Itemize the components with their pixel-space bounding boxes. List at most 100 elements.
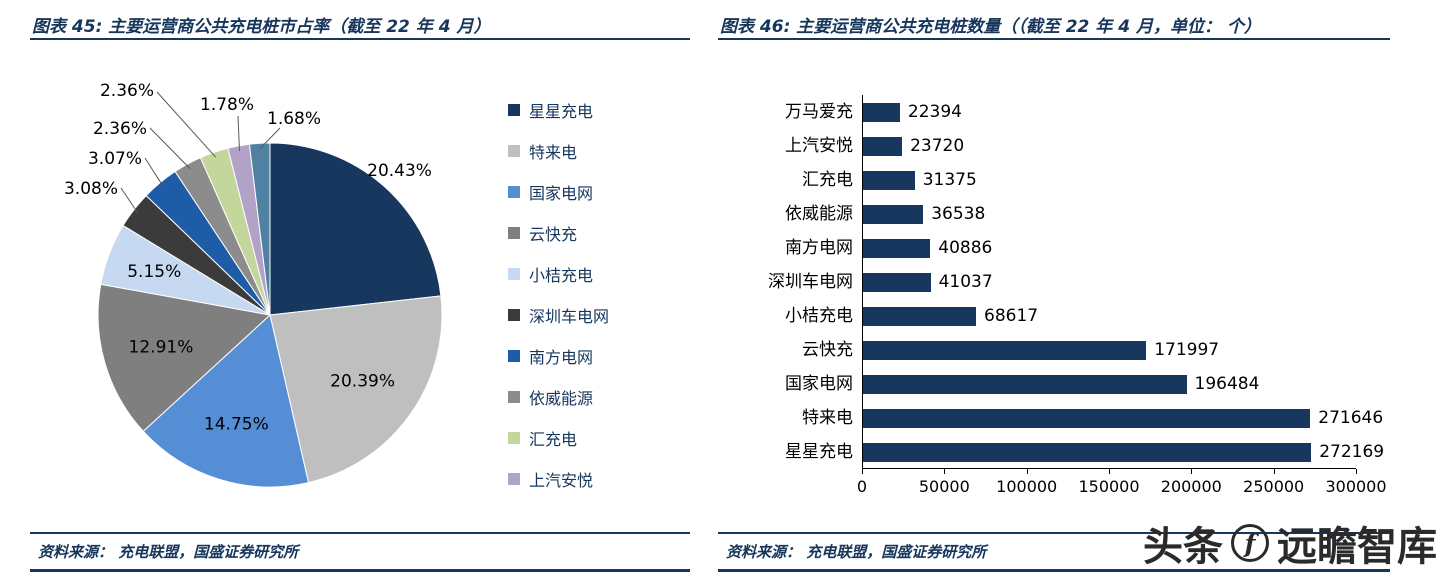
leader-line xyxy=(156,91,217,158)
bar xyxy=(863,272,931,292)
pie-slice-label: 12.91% xyxy=(129,338,194,358)
legend-swatch xyxy=(508,350,520,362)
x-axis-tick-label: 200000 xyxy=(1160,477,1222,496)
right-figure-title: 图表 46: 主要运营商公共充电桩数量（（截至 22 年 4 月，单位： 个） xyxy=(718,8,1390,40)
pie-slice xyxy=(269,142,442,316)
pie-chart: 20.43% 20.39% 14.75% 12.91% 5.15% 3.08% 3.07% 2… xyxy=(64,81,443,488)
legend-item: 国家电网 xyxy=(508,182,609,203)
bar xyxy=(863,170,915,190)
axis-tick xyxy=(862,469,863,474)
bar-category-axis: 万马爱充 上汽安悦 汇充电 依威能源 南方电网 深圳车电网 小桔充电 云快充 国家电网 特来电 星星… xyxy=(718,95,862,469)
pie-slice xyxy=(142,314,310,488)
legend-label: 南方电网 xyxy=(529,348,594,367)
pie-legend: 星星充电 特来电 国家电网 云快充 小桔充电 深圳车电网 南方电网 依威能源 汇充电 上汽安悦 xyxy=(508,100,609,510)
bar-value-label: 40886 xyxy=(938,238,993,258)
bar-value-label: 68617 xyxy=(984,306,1039,326)
x-axis-tick-label: 50000 xyxy=(918,477,970,496)
bar-category-label: 星星充电 xyxy=(785,442,853,462)
pie-slice-label: 2.36% xyxy=(93,119,147,139)
legend-swatch xyxy=(508,391,520,403)
legend-label: 依威能源 xyxy=(529,389,594,408)
pie-slice xyxy=(97,283,272,433)
bar-value-label: 171997 xyxy=(1154,340,1220,360)
axis-tick xyxy=(1356,469,1357,474)
pie-slice-label: 1.78% xyxy=(200,95,254,115)
legend-item: 汇充电 xyxy=(508,428,609,449)
axis-tick xyxy=(1273,469,1275,474)
legend-label: 国家电网 xyxy=(529,184,594,203)
watermark-logo-icon: f xyxy=(1231,524,1269,562)
bar-value-label: 22394 xyxy=(907,102,962,122)
bar xyxy=(863,204,924,224)
right-panel: 图表 46: 主要运营商公共充电桩数量（（截至 22 年 4 月，单位： 个） … xyxy=(718,8,1390,572)
watermark-toutiao-label: 头条 xyxy=(1143,524,1223,570)
left-source-note: 资料来源： 充电联盟，国盛证券研究所 xyxy=(38,543,299,561)
legend-label: 深圳车电网 xyxy=(529,307,610,326)
leader-line xyxy=(259,127,281,149)
bar-value-label: 271646 xyxy=(1318,408,1384,428)
pie-slice-label: 20.43% xyxy=(367,161,432,181)
pie-slice-label: 20.39% xyxy=(330,372,395,392)
pie-slice-label: 14.75% xyxy=(204,414,269,434)
legend-swatch xyxy=(508,227,520,239)
pie-slice-label: 5.15% xyxy=(127,262,181,282)
bar xyxy=(863,442,1312,462)
bar-category-label: 小桔充电 xyxy=(785,306,853,326)
legend-swatch xyxy=(508,309,520,321)
axis-tick xyxy=(1191,469,1193,474)
legend-label: 汇充电 xyxy=(529,430,578,449)
bar-value-label: 41037 xyxy=(938,272,993,292)
right-footer: 资料来源： 充电联盟，国盛证券研究所 xyxy=(718,532,1390,572)
legend-item: 星星充电 xyxy=(508,100,609,121)
watermark: 头条 f 远瞻智库 xyxy=(1143,514,1437,572)
x-axis-tick-label: 0 xyxy=(856,477,868,496)
bar xyxy=(863,374,1187,394)
axis-tick xyxy=(944,469,946,474)
legend-swatch xyxy=(508,104,520,116)
legend-item: 特来电 xyxy=(508,141,609,162)
bar xyxy=(863,340,1147,360)
pie-slice-label: 3.07% xyxy=(88,149,142,169)
leader-line xyxy=(144,157,164,187)
axis-tick xyxy=(1109,469,1110,474)
left-panel: 图表 45: 主要运营商公共充电桩市占率（截至 22 年 4 月） 20.43%… xyxy=(30,8,690,572)
footer-rule-bottom xyxy=(718,569,1390,572)
legend-label: 云快充 xyxy=(529,225,578,244)
bar xyxy=(863,102,900,122)
pie-slice xyxy=(269,295,443,484)
footer-rule-top xyxy=(718,532,1390,534)
bar-chart-area: 万马爱充 上汽安悦 汇充电 依威能源 南方电网 深圳车电网 小桔充电 云快充 国家电网 特来电 星星… xyxy=(718,95,1390,579)
x-axis-tick-label: 300000 xyxy=(1325,477,1387,496)
pie-slice xyxy=(248,142,271,316)
pie-slice-label: 1.68% xyxy=(267,109,321,129)
legend-label: 小桔充电 xyxy=(529,266,594,285)
watermark-logo-glyph: f xyxy=(1244,528,1256,558)
pie-chart-area: 20.43% 20.39% 14.75% 12.91% 5.15% 3.08% 3.07% 2… xyxy=(30,40,690,534)
bar-category-label: 上汽安悦 xyxy=(785,136,853,156)
bar xyxy=(863,408,1311,428)
bar-chart: 万马爱充 上汽安悦 汇充电 依威能源 南方电网 深圳车电网 小桔充电 云快充 国家电网 特来电 星星… xyxy=(718,95,1390,469)
pie-slice-label: 2.36% xyxy=(100,81,154,101)
footer-rule-top xyxy=(30,532,690,534)
bar-value-label: 23720 xyxy=(910,136,965,156)
x-axis: 0 50000 100000 150000 200000 250000 300000 xyxy=(857,469,1387,499)
footer-rule-bottom xyxy=(30,569,690,572)
watermark-brand-label: 远瞻智库 xyxy=(1277,524,1437,570)
bar-category-label: 深圳车电网 xyxy=(768,272,853,292)
bar-value-label: 31375 xyxy=(922,170,977,190)
bar xyxy=(863,136,903,156)
leader-line xyxy=(149,127,191,169)
legend-swatch xyxy=(508,268,520,280)
bar xyxy=(863,238,931,258)
x-axis-tick-label: 250000 xyxy=(1243,477,1305,496)
legend-swatch xyxy=(508,432,520,444)
bar-category-label: 特来电 xyxy=(802,408,853,428)
bar-value-label: 272169 xyxy=(1319,442,1385,462)
axis-tick xyxy=(1026,469,1028,474)
bar-category-label: 国家电网 xyxy=(785,374,853,394)
bar-category-label: 依威能源 xyxy=(785,204,853,224)
legend-item: 南方电网 xyxy=(508,346,609,367)
left-footer: 资料来源： 充电联盟，国盛证券研究所 xyxy=(30,532,690,572)
legend-label: 星星充电 xyxy=(529,102,594,121)
legend-item: 深圳车电网 xyxy=(508,305,610,326)
